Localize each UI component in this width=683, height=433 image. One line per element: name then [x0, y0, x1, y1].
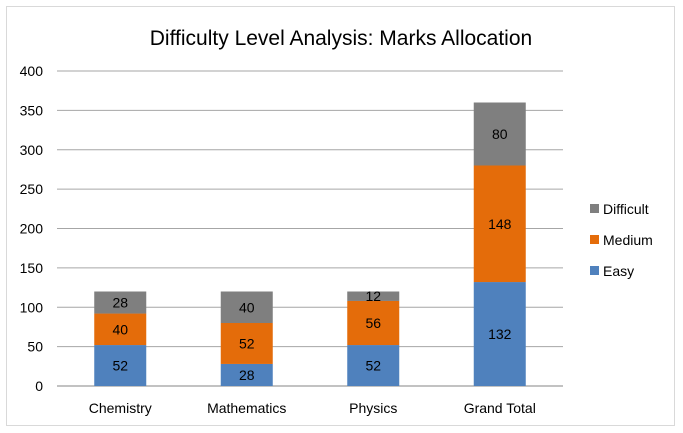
data-label: 148 — [488, 216, 512, 232]
bar-difficult-mathematics — [220, 291, 273, 323]
data-label: 132 — [488, 326, 512, 342]
bar-medium-grand-total — [473, 165, 526, 283]
category-label: Mathematics — [207, 400, 286, 416]
legend: Difficult Medium Easy — [590, 201, 653, 279]
y-tick-label: 250 — [20, 181, 44, 197]
data-label: 52 — [365, 358, 381, 374]
bar-easy-mathematics — [220, 363, 273, 386]
bar-easy-physics — [347, 345, 400, 386]
data-label: 40 — [239, 299, 255, 315]
data-label: 52 — [239, 335, 255, 351]
data-label: 80 — [492, 126, 508, 142]
bars — [94, 102, 526, 386]
bar-difficult-chemistry — [94, 291, 147, 314]
data-label: 56 — [365, 315, 381, 331]
bar-easy-grand-total — [473, 282, 526, 386]
legend-swatch-medium — [590, 235, 599, 244]
category-label: Chemistry — [89, 400, 152, 416]
chart-title: Difficulty Level Analysis: Marks Allocat… — [150, 27, 532, 50]
bar-medium-physics — [347, 300, 400, 346]
x-axis-categories: Chemistry Mathematics Physics Grand Total — [89, 400, 536, 416]
bar-medium-mathematics — [220, 323, 273, 364]
y-tick-label: 50 — [27, 339, 43, 355]
y-tick-label: 300 — [20, 142, 44, 158]
data-label: 28 — [239, 367, 255, 383]
y-axis-ticks: 0 50 100 150 200 250 300 350 400 — [20, 63, 44, 394]
y-tick-label: 150 — [20, 260, 44, 276]
legend-label-easy: Easy — [603, 263, 634, 279]
category-label: Physics — [349, 400, 397, 416]
data-label: 40 — [112, 321, 128, 337]
data-label: 12 — [365, 288, 381, 304]
bar-difficult-physics — [347, 291, 400, 301]
category-label: Grand Total — [464, 400, 536, 416]
bar-easy-chemistry — [94, 345, 147, 386]
y-tick-label: 100 — [20, 299, 44, 315]
y-tick-label: 0 — [35, 378, 43, 394]
data-labels: 52 40 28 28 52 40 52 56 12 132 148 80 — [112, 126, 511, 383]
legend-swatch-difficult — [590, 204, 599, 213]
legend-label-medium: Medium — [603, 232, 653, 248]
bar-medium-chemistry — [94, 313, 147, 346]
legend-swatch-easy — [590, 266, 599, 275]
bar-difficult-grand-total — [473, 102, 526, 166]
legend-label-difficult: Difficult — [603, 201, 649, 217]
y-tick-label: 200 — [20, 221, 44, 237]
data-label: 52 — [112, 358, 128, 374]
data-label: 28 — [112, 295, 128, 311]
y-tick-label: 400 — [20, 63, 44, 79]
y-tick-label: 350 — [20, 102, 44, 118]
